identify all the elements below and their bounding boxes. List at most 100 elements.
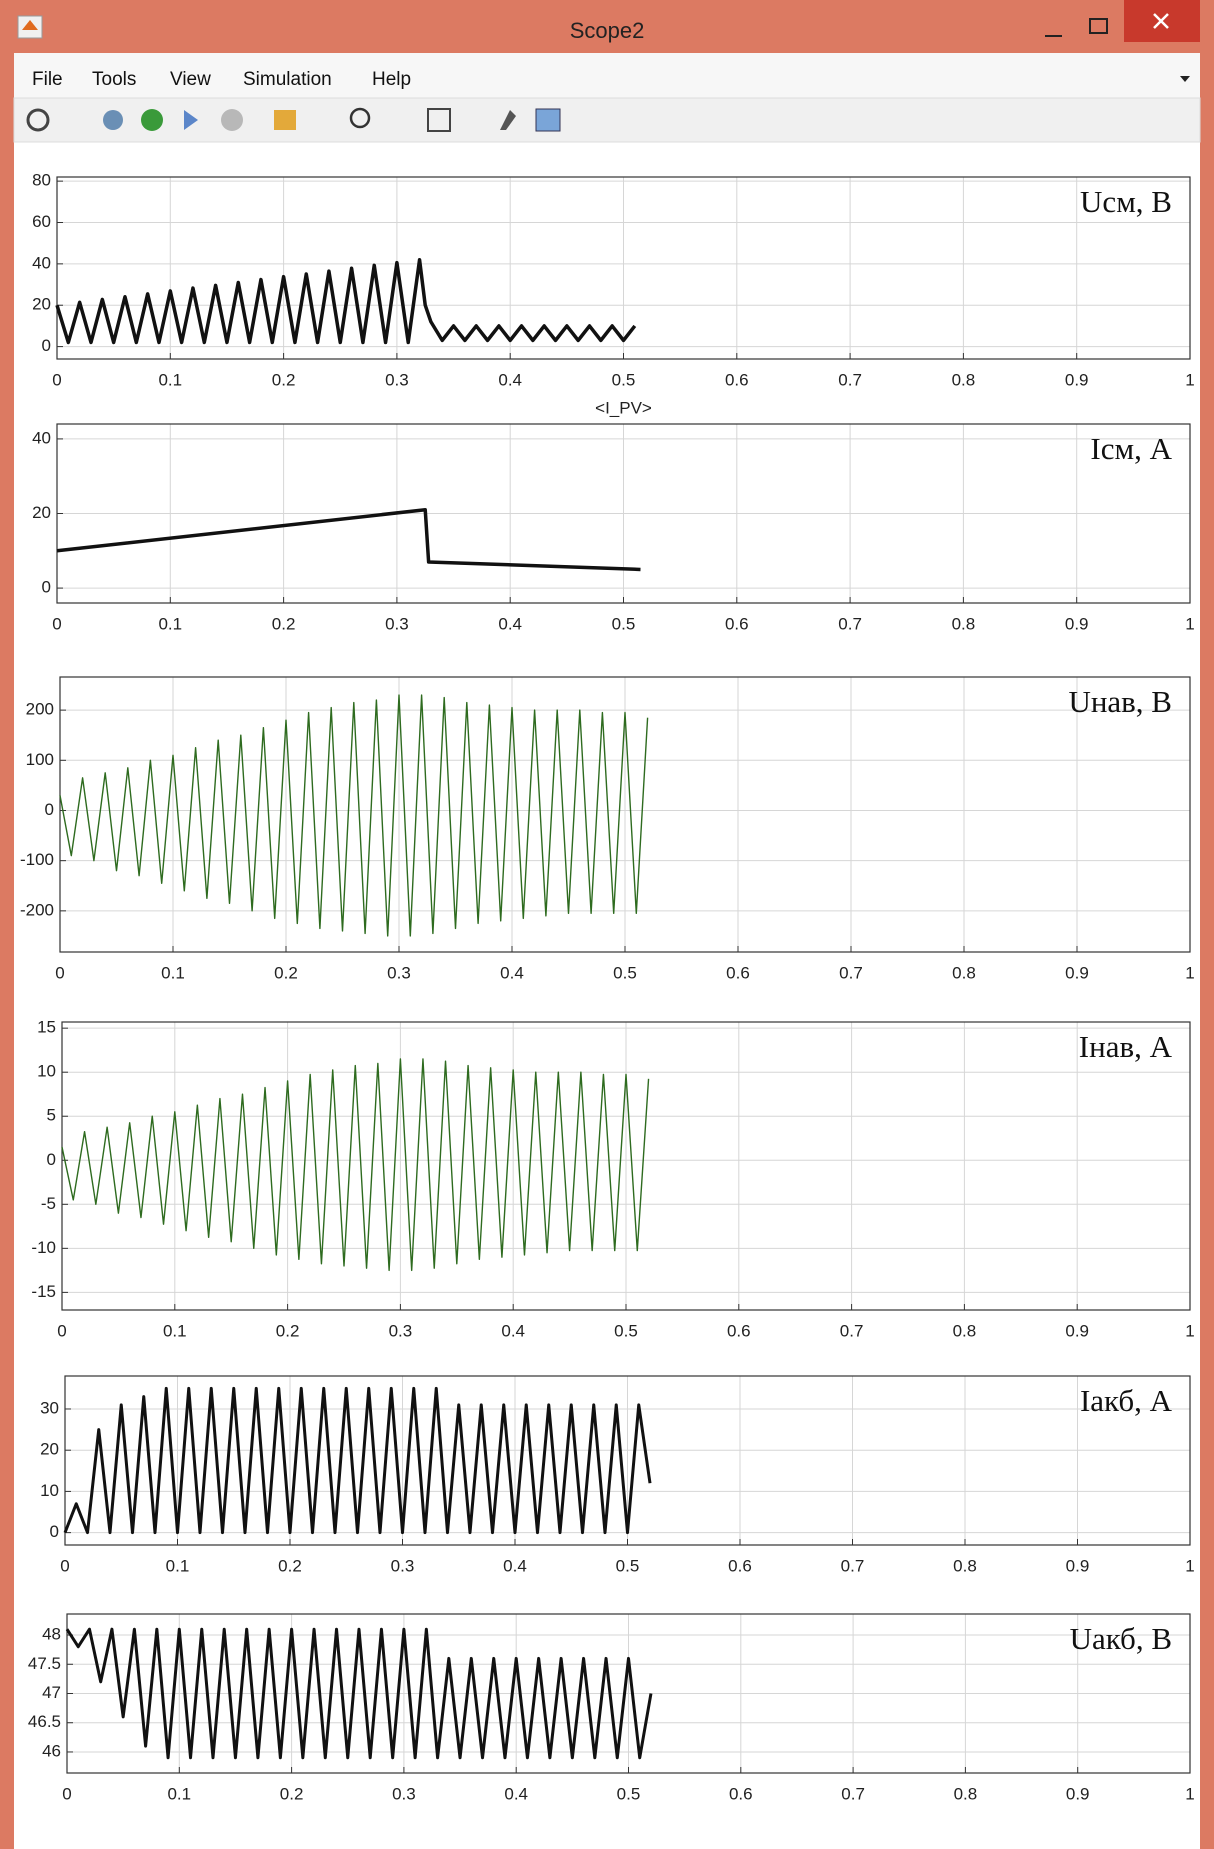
y-tick-label: 30 — [40, 1398, 59, 1417]
y-tick-label: 200 — [26, 700, 54, 719]
x-tick-label: 1 — [1185, 963, 1194, 982]
y-tick-label: 20 — [40, 1440, 59, 1459]
x-tick-label: 0.3 — [385, 614, 409, 633]
x-tick-label: 0.4 — [498, 614, 522, 633]
plot-title: <I_PV> — [595, 398, 652, 417]
x-tick-label: 0.8 — [953, 1321, 977, 1340]
x-tick-label: 0.7 — [840, 1321, 864, 1340]
menu-item[interactable]: View — [170, 69, 211, 90]
y-tick-label: 46 — [42, 1741, 61, 1760]
y-tick-label: 40 — [32, 253, 51, 272]
x-tick-label: 0.6 — [726, 963, 750, 982]
x-tick-label: 0.8 — [952, 963, 976, 982]
y-tick-label: 60 — [32, 212, 51, 231]
x-tick-label: 0.9 — [1065, 370, 1089, 389]
step-back-button[interactable] — [103, 110, 123, 130]
x-tick-label: 0.6 — [728, 1556, 752, 1575]
x-tick-label: 0.5 — [614, 1321, 638, 1340]
x-tick-label: 0 — [52, 370, 61, 389]
signal-label: Uнав, В — [1068, 684, 1172, 719]
x-tick-label: 0.1 — [161, 963, 185, 982]
x-tick-label: 0.8 — [953, 1556, 977, 1575]
y-tick-label: 80 — [32, 171, 51, 190]
x-tick-label: 0.6 — [727, 1321, 751, 1340]
x-tick-label: 1 — [1185, 1784, 1194, 1803]
x-tick-label: 0.2 — [278, 1556, 302, 1575]
x-tick-label: 0.5 — [612, 370, 636, 389]
menu-item[interactable]: Help — [372, 69, 411, 90]
x-tick-label: 0.1 — [158, 614, 182, 633]
menu-item[interactable]: File — [32, 69, 63, 90]
y-tick-label: 0 — [42, 578, 51, 597]
x-tick-label: 0.7 — [839, 963, 863, 982]
x-tick-label: 0 — [52, 614, 61, 633]
y-tick-label: 46.5 — [28, 1712, 61, 1731]
y-tick-label: 40 — [32, 428, 51, 447]
x-tick-label: 0.2 — [276, 1321, 300, 1340]
y-tick-label: -5 — [41, 1194, 56, 1213]
y-tick-label: 0 — [45, 800, 54, 819]
x-tick-label: 0.4 — [501, 1321, 525, 1340]
x-tick-label: 0.5 — [616, 1556, 640, 1575]
x-tick-label: 0.4 — [504, 1784, 528, 1803]
x-tick-label: 0.7 — [841, 1784, 865, 1803]
x-tick-label: 0.2 — [280, 1784, 304, 1803]
y-tick-label: 10 — [37, 1062, 56, 1081]
x-tick-label: 0 — [57, 1321, 66, 1340]
x-tick-label: 0.2 — [272, 614, 296, 633]
y-tick-label: -10 — [31, 1238, 56, 1257]
x-tick-label: 0.1 — [166, 1556, 190, 1575]
x-tick-label: 0.6 — [725, 614, 749, 633]
y-tick-label: 10 — [40, 1481, 59, 1500]
y-tick-label: 20 — [32, 295, 51, 314]
x-tick-label: 0.1 — [167, 1784, 191, 1803]
signal-label: Uсм, В — [1080, 184, 1172, 219]
x-tick-label: 0.8 — [952, 614, 976, 633]
signal-label: Uакб, В — [1070, 1621, 1172, 1656]
x-tick-label: 0 — [60, 1556, 69, 1575]
menu-item[interactable]: Simulation — [243, 69, 332, 90]
x-tick-label: 0.2 — [272, 370, 296, 389]
menu-item[interactable]: Tools — [92, 69, 136, 90]
stop-button[interactable] — [221, 109, 243, 131]
window-title: Scope2 — [570, 18, 645, 43]
x-tick-label: 0.6 — [729, 1784, 753, 1803]
scope-window: Scope2 File Tools View Simulation Help 0… — [0, 0, 1214, 1849]
x-tick-label: 0.7 — [838, 370, 862, 389]
x-tick-label: 0.9 — [1065, 963, 1089, 982]
y-tick-label: 20 — [32, 503, 51, 522]
signal-label: Iсм, А — [1090, 431, 1172, 466]
highlight-button[interactable] — [274, 110, 296, 130]
x-tick-label: 0.9 — [1065, 1321, 1089, 1340]
x-tick-label: 0.3 — [391, 1556, 415, 1575]
x-tick-label: 0 — [55, 963, 64, 982]
x-tick-label: 0.3 — [392, 1784, 416, 1803]
x-tick-label: 0.9 — [1066, 1556, 1090, 1575]
y-tick-label: 48 — [42, 1625, 61, 1644]
x-tick-label: 0.2 — [274, 963, 298, 982]
x-tick-label: 0.4 — [503, 1556, 527, 1575]
signal-label: Iакб, А — [1080, 1383, 1173, 1418]
x-tick-label: 0.3 — [387, 963, 411, 982]
y-tick-label: 5 — [47, 1106, 56, 1125]
y-tick-label: -15 — [31, 1282, 56, 1301]
y-tick-label: 0 — [47, 1150, 56, 1169]
run-button[interactable] — [141, 109, 163, 131]
x-tick-label: 0.5 — [612, 614, 636, 633]
y-tick-label: -200 — [20, 900, 54, 919]
x-tick-label: 0.1 — [163, 1321, 187, 1340]
x-tick-label: 0 — [62, 1784, 71, 1803]
x-tick-label: 0.9 — [1065, 614, 1089, 633]
x-tick-label: 0.9 — [1066, 1784, 1090, 1803]
x-tick-label: 0.5 — [617, 1784, 641, 1803]
y-tick-label: 15 — [37, 1018, 56, 1037]
y-tick-label: 47.5 — [28, 1654, 61, 1673]
x-tick-label: 0.6 — [725, 370, 749, 389]
y-tick-label: -100 — [20, 850, 54, 869]
y-tick-label: 47 — [42, 1683, 61, 1702]
x-tick-label: 1 — [1185, 614, 1194, 633]
x-tick-label: 0.1 — [158, 370, 182, 389]
x-tick-label: 0.4 — [500, 963, 524, 982]
signal-label: Iнав, А — [1079, 1029, 1173, 1064]
style-button[interactable] — [536, 109, 560, 131]
